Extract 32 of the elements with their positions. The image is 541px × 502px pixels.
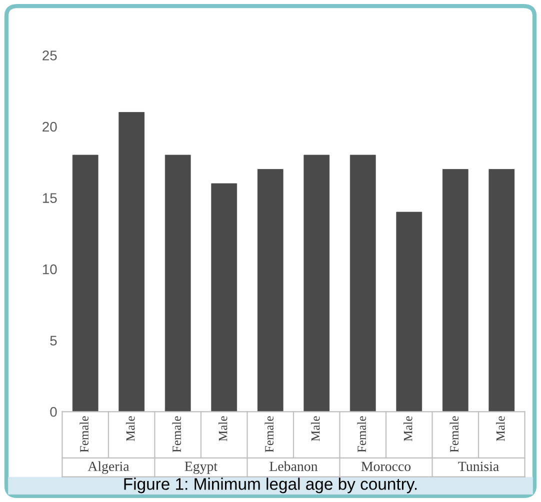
x-tick-label: Female bbox=[357, 416, 366, 452]
y-tick-label: 0 bbox=[50, 406, 57, 417]
bar bbox=[211, 183, 238, 412]
bar bbox=[118, 112, 145, 412]
y-tick-label: 15 bbox=[42, 193, 57, 203]
y-tick-label: 20 bbox=[42, 122, 57, 132]
x-tick-label: Male bbox=[403, 416, 412, 442]
text: Figure 1: Minimum legal age by country. bbox=[124, 478, 417, 494]
y-tick-label: 5 bbox=[50, 336, 57, 346]
bar bbox=[488, 169, 515, 412]
y-tick-label: 10 bbox=[42, 264, 57, 274]
bar bbox=[257, 169, 284, 412]
text: Tunisia bbox=[458, 462, 499, 472]
text: Lebanon bbox=[270, 461, 318, 472]
bar bbox=[304, 154, 330, 412]
bar bbox=[350, 154, 376, 412]
x-tick-label: Female bbox=[264, 416, 274, 452]
text: Morocco bbox=[361, 462, 411, 472]
y-tick-label: 25 bbox=[42, 50, 57, 60]
bar bbox=[164, 154, 191, 412]
bar bbox=[72, 154, 98, 412]
x-tick-label: Female bbox=[172, 416, 181, 452]
text: Algeria bbox=[88, 461, 130, 474]
x-tick-label: Male bbox=[310, 416, 320, 442]
text: Egypt bbox=[184, 462, 218, 474]
x-tick-label: Male bbox=[218, 416, 228, 442]
bar bbox=[442, 169, 468, 412]
x-tick-label: Female bbox=[80, 416, 88, 452]
bar bbox=[396, 212, 422, 412]
x-tick-label: Male bbox=[496, 416, 505, 442]
x-tick-label: Female bbox=[450, 416, 459, 452]
x-tick-label: Male bbox=[126, 416, 135, 442]
